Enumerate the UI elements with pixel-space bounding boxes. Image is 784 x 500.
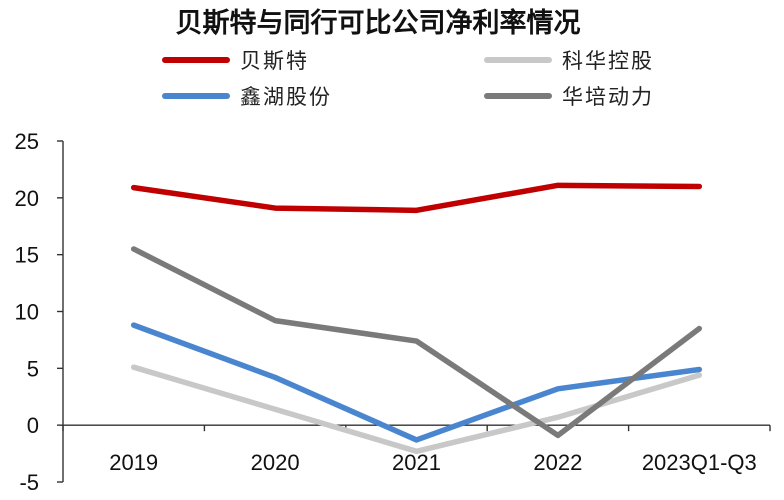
y-tick-label: 10 [15,300,39,325]
x-tick-label: 2022 [533,450,582,475]
chart-title: 贝斯特与同行可比公司净利率情况 [176,7,581,39]
series-layer [130,182,703,455]
legend-label: 贝斯特 [240,49,309,73]
y-axis-ticks: 25 20 15 10 5 0 -5 [15,129,63,495]
series-line-1 [130,182,703,214]
x-axis-ticks: 2019 2020 2021 2022 2023Q1-Q3 [62,425,771,475]
y-tick-label: 0 [27,413,39,438]
y-tick-label: 15 [15,243,39,268]
y-tick-label: 20 [15,186,39,211]
legend-label: 华培动力 [562,85,654,109]
x-tick-label: 2021 [392,450,441,475]
y-tick-label: 5 [27,356,39,381]
x-tick-label: 2023Q1-Q3 [642,450,757,475]
x-tick-label: 2019 [109,450,158,475]
legend-label: 科华控股 [562,49,654,73]
y-tick-label: -5 [19,470,39,495]
y-tick-label: 25 [15,129,39,154]
x-tick-label: 2020 [251,450,300,475]
series-line-4 [130,246,703,439]
legend-label: 鑫湖股份 [240,85,332,109]
